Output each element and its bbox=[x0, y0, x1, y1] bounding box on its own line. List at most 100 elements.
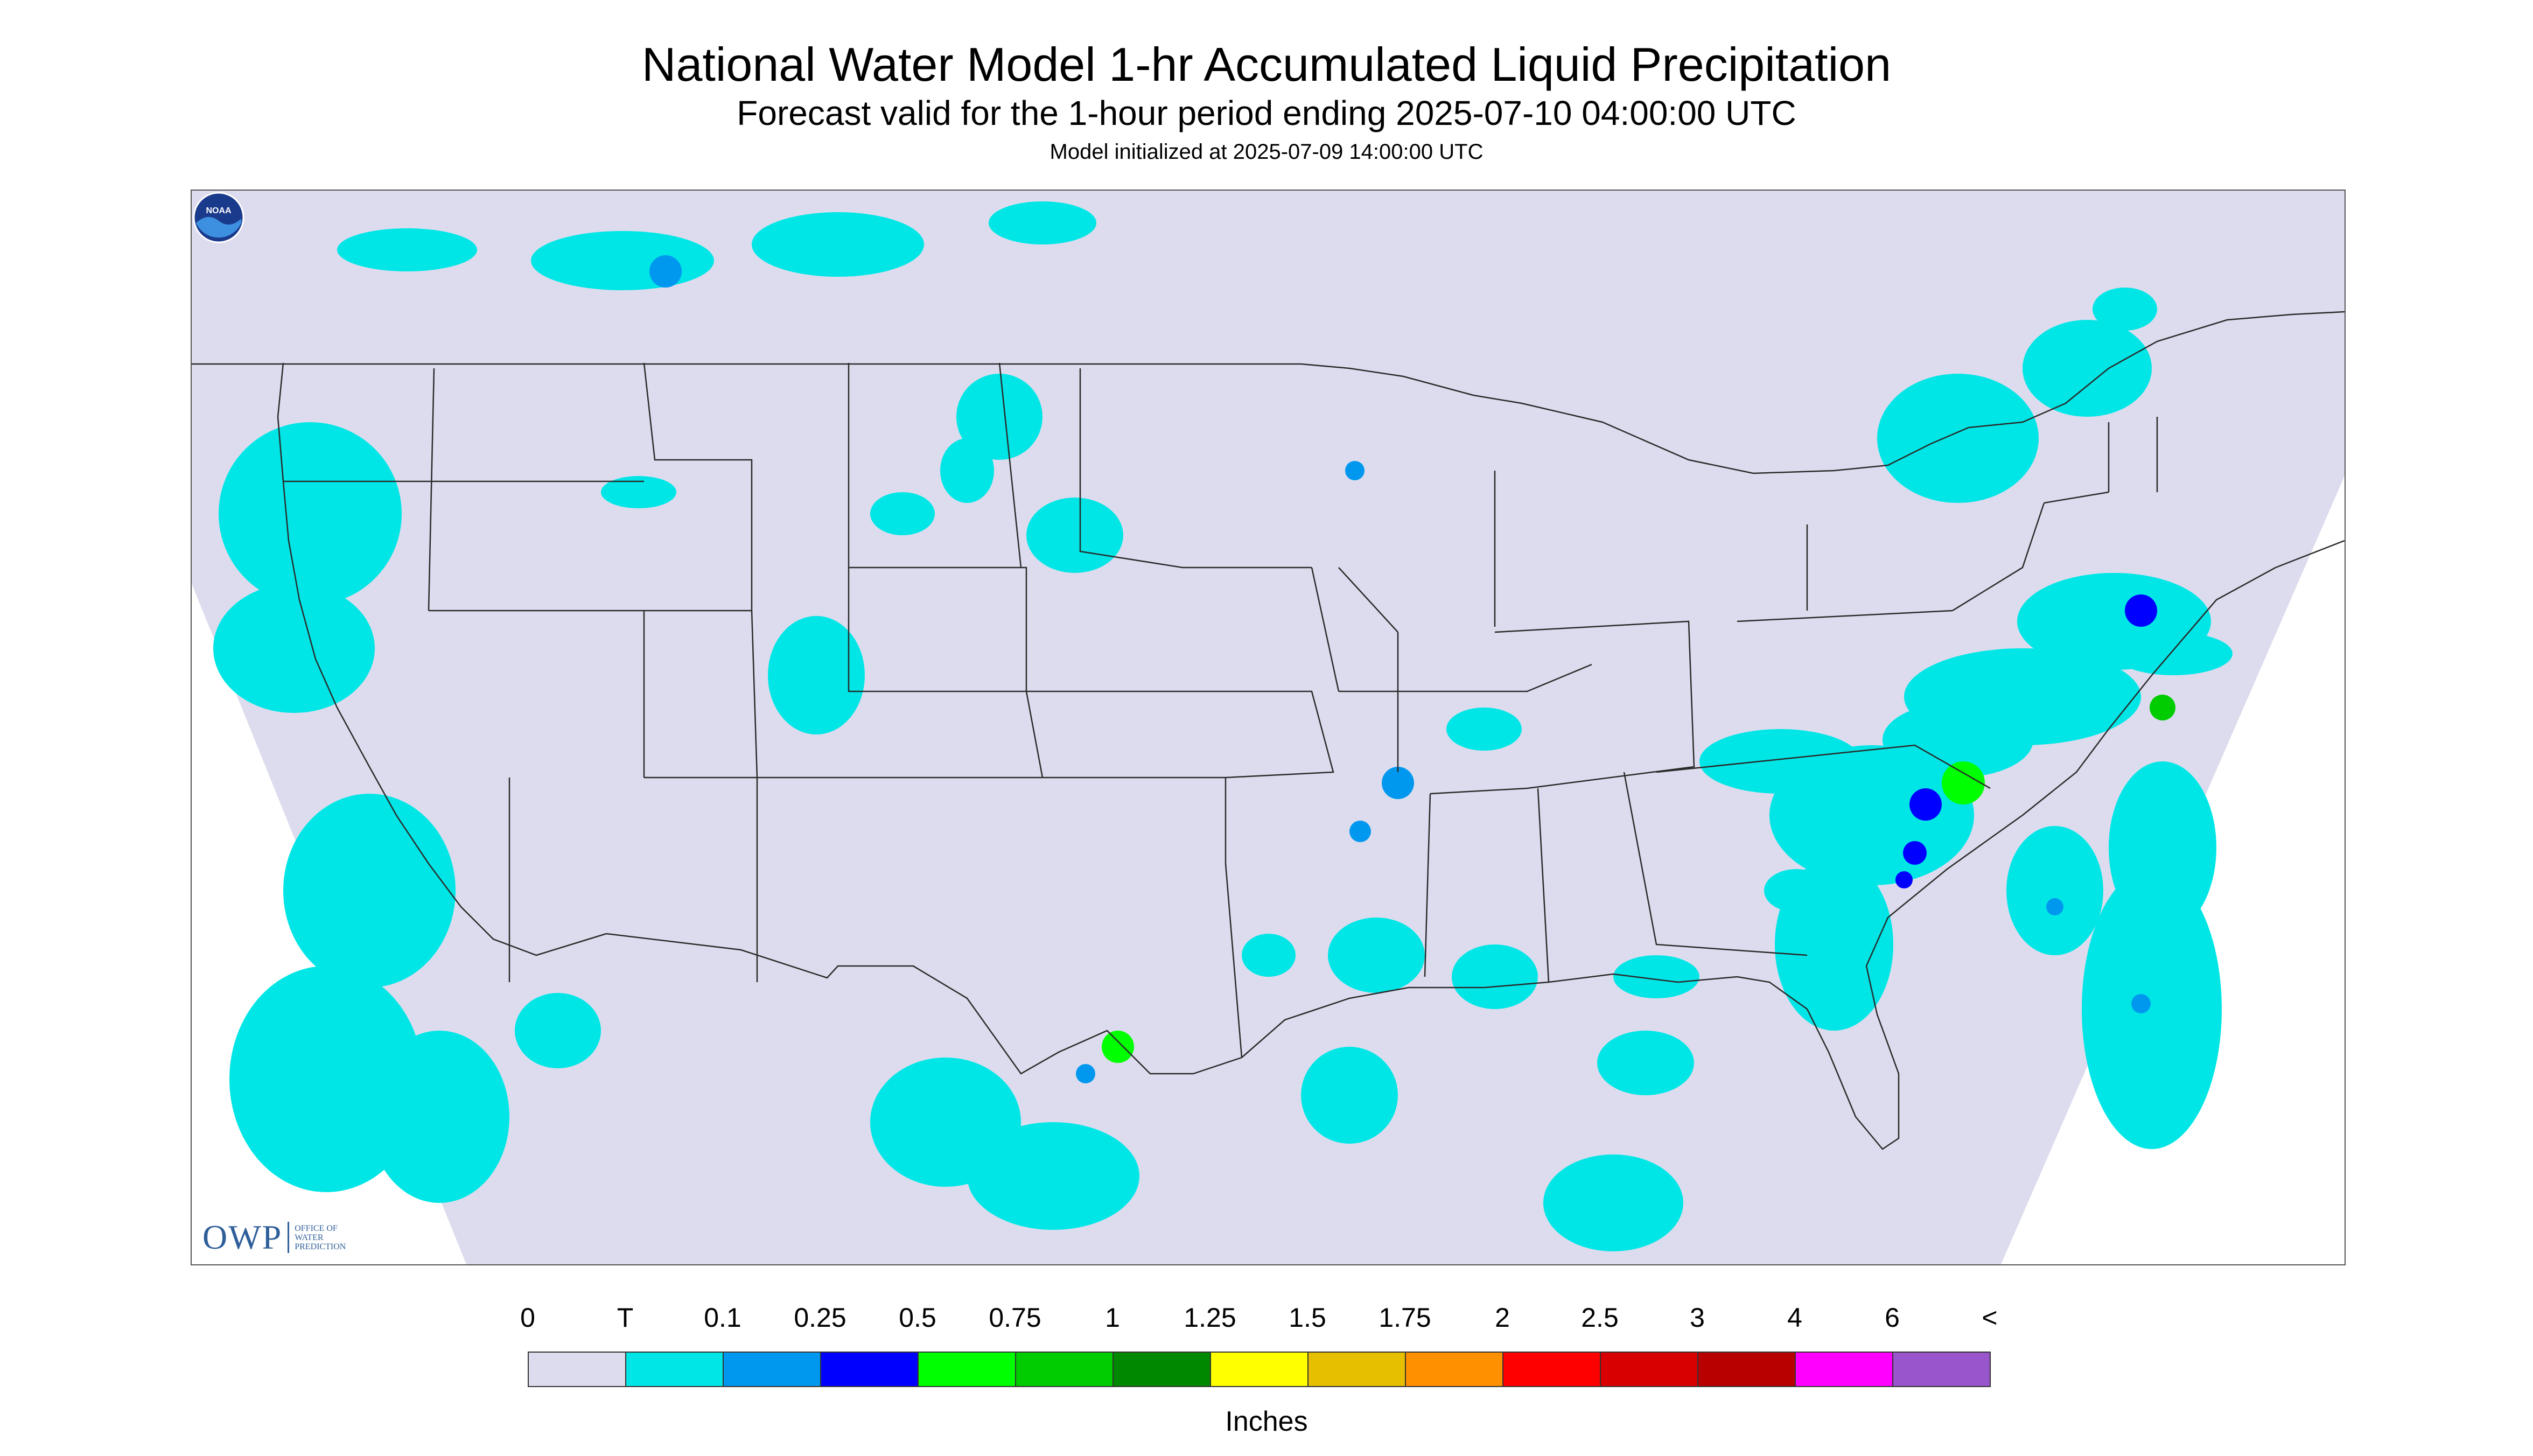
precip-area bbox=[2109, 761, 2216, 934]
legend-swatch bbox=[1112, 1352, 1211, 1387]
precip-area bbox=[870, 492, 935, 535]
precip-area bbox=[752, 212, 924, 277]
map-canvas bbox=[192, 191, 2345, 1264]
precip-core bbox=[2131, 994, 2151, 1013]
precip-core bbox=[2150, 695, 2175, 720]
precip-core bbox=[1102, 1031, 1134, 1063]
precip-area bbox=[768, 616, 865, 734]
legend-tick-label: 0.5 bbox=[899, 1303, 936, 1333]
precip-core bbox=[2046, 898, 2063, 915]
precip-area bbox=[1543, 1154, 1683, 1251]
precip-area bbox=[531, 231, 714, 290]
precip-area bbox=[1883, 702, 2033, 778]
precip-area bbox=[1301, 1047, 1398, 1144]
precip-area bbox=[2082, 869, 2222, 1149]
legend-swatch bbox=[1892, 1352, 1991, 1387]
map-subtitle: Forecast valid for the 1-hour period end… bbox=[737, 94, 1796, 132]
legend-units: Inches bbox=[1225, 1406, 1308, 1437]
legend-tick-label: 1.25 bbox=[1184, 1303, 1236, 1333]
precip-area bbox=[1328, 918, 1425, 993]
owp-text: OFFICE OF WATER PREDICTION bbox=[295, 1223, 346, 1251]
legend-tick-label: 2 bbox=[1495, 1303, 1510, 1333]
precip-core bbox=[1895, 871, 1913, 888]
precip-area bbox=[956, 374, 1042, 460]
legend-tick-label: 0.25 bbox=[794, 1303, 846, 1333]
legend-tick-label: < bbox=[1982, 1303, 1998, 1333]
precip-area bbox=[2114, 632, 2233, 675]
precip-area bbox=[283, 794, 456, 988]
legend-tick-label: 1 bbox=[1105, 1303, 1120, 1333]
precip-area bbox=[1764, 869, 1829, 912]
legend-tick-label: 0 bbox=[520, 1303, 535, 1333]
precip-core bbox=[2125, 594, 2157, 627]
legend-tick-label: 1.75 bbox=[1379, 1303, 1431, 1333]
precipitation-layer bbox=[213, 201, 2233, 1251]
legend-swatch bbox=[1210, 1352, 1309, 1387]
legend-swatch bbox=[1502, 1352, 1601, 1387]
legend-swatch bbox=[723, 1352, 821, 1387]
precip-core bbox=[1903, 841, 1927, 865]
precip-area bbox=[337, 228, 477, 271]
state-boundaries bbox=[192, 311, 2345, 1150]
noaa-logo-text: NOAA bbox=[206, 206, 232, 215]
owp-mark: OWP bbox=[202, 1218, 283, 1256]
precip-core bbox=[1382, 767, 1414, 799]
precip-core bbox=[1942, 761, 1985, 804]
precip-area bbox=[1026, 498, 1123, 573]
precip-core bbox=[649, 255, 682, 288]
precip-area bbox=[989, 201, 1096, 244]
legend-swatch bbox=[1015, 1352, 1114, 1387]
color-legend: 0 T 0.1 0.25 0.5 0.75 1 1.25 1.5 1.75 2 2.5 3 4 6 < Inc… bbox=[0, 1298, 2533, 1456]
precipitation-map[interactable]: OWP OFFICE OF WATER PREDICTION NOAA bbox=[191, 190, 2346, 1265]
border-canada-us bbox=[192, 311, 2345, 474]
legend-tick-label: 4 bbox=[1787, 1303, 1802, 1333]
model-init-line: Model initialized at 2025-07-09 14:00:00… bbox=[1049, 140, 1484, 164]
precip-area bbox=[1877, 374, 2039, 503]
legend-swatch bbox=[1795, 1352, 1893, 1387]
legend-tick-label: 0.75 bbox=[989, 1303, 1041, 1333]
precip-area bbox=[940, 438, 994, 503]
precip-area bbox=[219, 422, 402, 605]
map-title: National Water Model 1-hr Accumulated Li… bbox=[641, 38, 1892, 91]
precip-core bbox=[1349, 821, 1371, 842]
noaa-logo: NOAA bbox=[193, 192, 244, 243]
precip-area bbox=[2093, 288, 2157, 331]
precip-area bbox=[1446, 708, 1522, 751]
gulf-coastline bbox=[1241, 540, 2345, 1150]
precip-area bbox=[1452, 944, 1538, 1009]
precip-area bbox=[369, 1031, 509, 1203]
legend-tick-label: 2.5 bbox=[1581, 1303, 1619, 1333]
precip-core bbox=[1076, 1064, 1095, 1083]
legend-tick-label: 0.1 bbox=[704, 1303, 741, 1333]
legend-color-bar bbox=[528, 1352, 1991, 1387]
precip-core bbox=[1345, 461, 1365, 480]
precip-area bbox=[1613, 955, 1699, 998]
legend-swatch bbox=[625, 1352, 724, 1387]
precip-area bbox=[1242, 934, 1296, 977]
legend-swatch bbox=[918, 1352, 1016, 1387]
precip-area bbox=[2006, 826, 2103, 955]
legend-swatch bbox=[1697, 1352, 1796, 1387]
border-us-mexico bbox=[606, 933, 1242, 1075]
precip-area bbox=[515, 993, 601, 1068]
precip-area bbox=[213, 584, 375, 713]
precip-area bbox=[1699, 729, 1861, 794]
precip-area bbox=[601, 476, 676, 508]
precip-area bbox=[1597, 1031, 1694, 1095]
pacific-coastline bbox=[277, 362, 607, 956]
legend-swatch bbox=[1307, 1352, 1406, 1387]
legend-swatch bbox=[820, 1352, 919, 1387]
state-lines bbox=[283, 362, 2158, 1058]
precip-area bbox=[967, 1122, 1139, 1230]
legend-tick-label: T bbox=[617, 1303, 634, 1333]
owp-separator bbox=[288, 1222, 290, 1253]
legend-tick-label: 1.5 bbox=[1289, 1303, 1326, 1333]
legend-swatch bbox=[528, 1352, 626, 1387]
legend-tick-label: 6 bbox=[1885, 1303, 1900, 1333]
precip-core bbox=[1909, 788, 1942, 821]
precip-area bbox=[2023, 320, 2152, 417]
owp-logo: OWP OFFICE OF WATER PREDICTION bbox=[202, 1220, 346, 1255]
legend-swatch bbox=[1600, 1352, 1698, 1387]
legend-tick-label: 3 bbox=[1690, 1303, 1705, 1333]
legend-swatch bbox=[1405, 1352, 1503, 1387]
